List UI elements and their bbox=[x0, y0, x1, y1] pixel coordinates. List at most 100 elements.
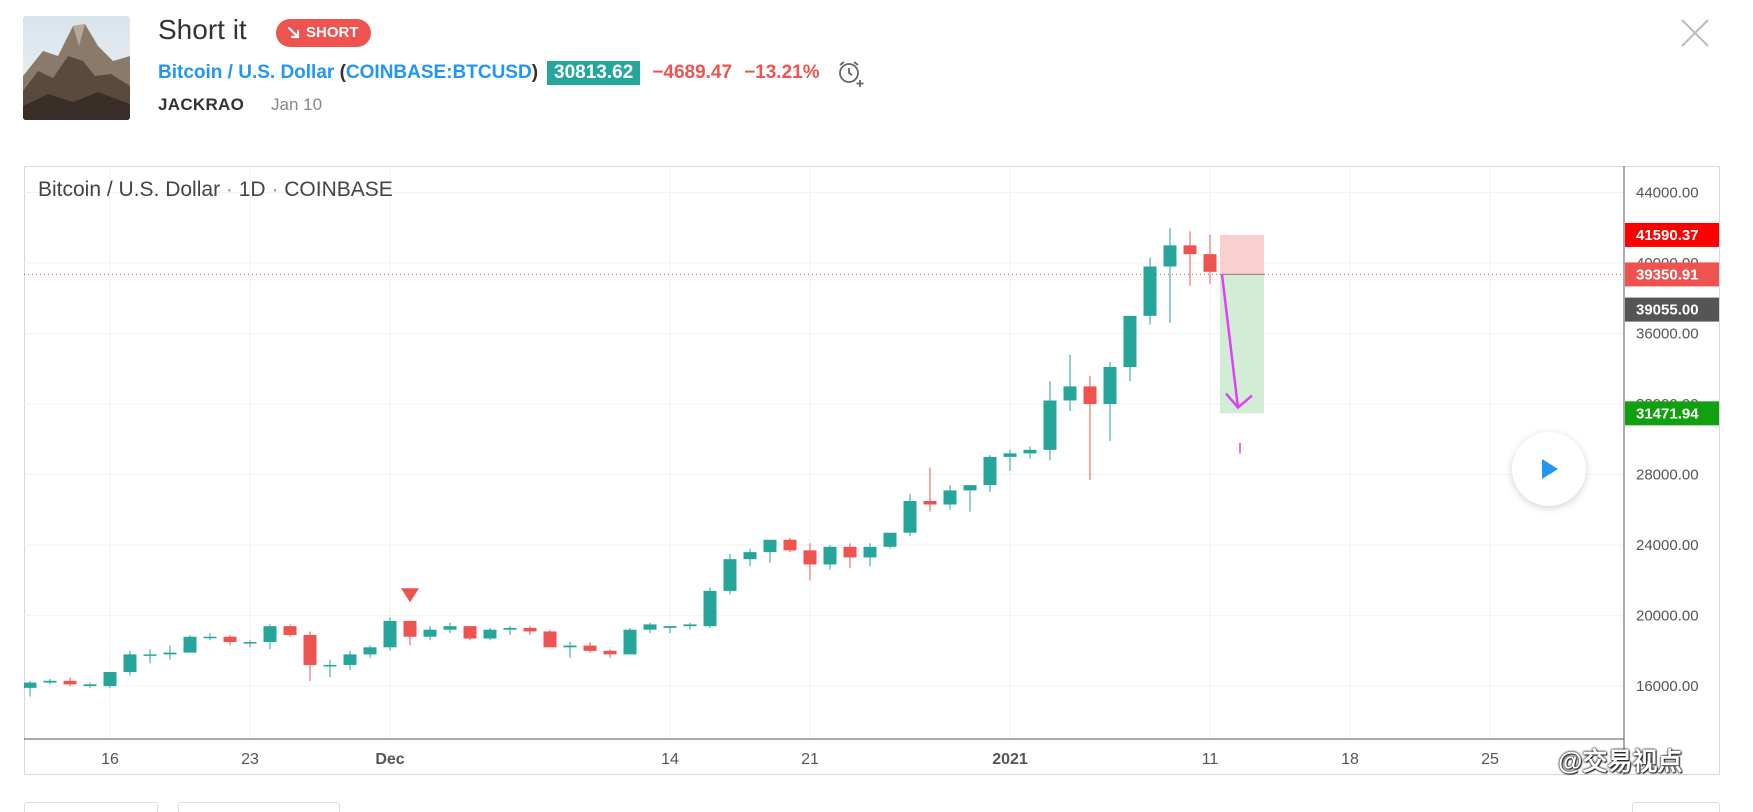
candle-down bbox=[223, 636, 237, 643]
candle-up bbox=[1043, 400, 1057, 450]
candle-down bbox=[1083, 386, 1097, 405]
short-badge: SHORT bbox=[276, 19, 371, 47]
entry-price-tag: 39350.91 bbox=[1636, 266, 1699, 283]
candle-down bbox=[583, 645, 597, 651]
symbol-row: Bitcoin / U.S. Dollar ( COINBASE:BTCUSD … bbox=[158, 58, 866, 88]
candle-up bbox=[723, 559, 737, 591]
projection-arrow bbox=[1220, 274, 1240, 408]
candle-up bbox=[823, 546, 837, 565]
symbol-ticker-link[interactable]: COINBASE:BTCUSD bbox=[345, 62, 532, 83]
candle-up bbox=[643, 624, 657, 630]
candle-down bbox=[1183, 245, 1197, 255]
legend-separator: · bbox=[271, 178, 285, 201]
candle-up bbox=[863, 546, 877, 558]
candle-up bbox=[423, 629, 437, 637]
badge-label: SHORT bbox=[306, 24, 359, 41]
candle-down bbox=[1203, 254, 1217, 272]
time-axis-label: 23 bbox=[241, 751, 259, 768]
candle-up bbox=[363, 647, 377, 655]
chart-legend: Bitcoin / U.S. Dollar · 1D · COINBASE bbox=[38, 178, 393, 202]
candle-down bbox=[783, 539, 797, 551]
paren-close: ) bbox=[531, 62, 539, 83]
candle-up bbox=[123, 654, 137, 673]
candle-up bbox=[383, 620, 397, 648]
candle-up bbox=[663, 626, 677, 628]
close-icon[interactable] bbox=[1680, 18, 1710, 48]
candle-down bbox=[63, 680, 77, 685]
short-signal-marker bbox=[401, 588, 419, 603]
candle-up bbox=[623, 629, 637, 655]
candle-up bbox=[83, 684, 97, 687]
play-button[interactable] bbox=[1512, 432, 1586, 506]
price-axis-label: 44000.00 bbox=[1636, 184, 1699, 201]
candle-down bbox=[923, 500, 937, 505]
candle-down bbox=[403, 620, 417, 637]
stop-price-tag-bg bbox=[1625, 222, 1719, 247]
entry-price-tag-bg bbox=[1625, 262, 1719, 287]
candle-up bbox=[1163, 245, 1177, 267]
author-avatar[interactable] bbox=[23, 16, 130, 120]
time-axis-label: 18 bbox=[1341, 751, 1359, 768]
bottom-tab[interactable] bbox=[24, 802, 158, 812]
time-axis-label: 21 bbox=[801, 751, 819, 768]
avatar-image bbox=[23, 16, 130, 120]
candle-up bbox=[24, 682, 37, 688]
candlestick-chart[interactable]: 44000.0040000.0036000.0032000.0028000.00… bbox=[24, 166, 1720, 775]
candle-up bbox=[1123, 315, 1137, 367]
candle-up bbox=[683, 624, 697, 627]
candle-down bbox=[843, 546, 857, 558]
candle-up bbox=[563, 645, 577, 648]
bottom-tab[interactable] bbox=[178, 802, 340, 812]
price-axis-label: 36000.00 bbox=[1636, 325, 1699, 342]
play-icon bbox=[1542, 459, 1558, 479]
candle-up bbox=[443, 626, 457, 630]
candle-up bbox=[203, 636, 217, 639]
arrow-down-right-icon bbox=[287, 26, 300, 39]
candle-up bbox=[983, 456, 997, 486]
candle-up bbox=[1063, 386, 1077, 401]
candle-up bbox=[243, 642, 257, 644]
candle-up bbox=[1143, 266, 1157, 316]
candle-up bbox=[903, 500, 917, 533]
current-price-tag: 39055.00 bbox=[1636, 302, 1699, 319]
symbol-name-link[interactable]: Bitcoin / U.S. Dollar bbox=[158, 62, 335, 83]
candle-up bbox=[263, 626, 277, 643]
time-axis-label: 2021 bbox=[992, 751, 1028, 768]
time-axis-label: 14 bbox=[661, 751, 679, 768]
candle-up bbox=[103, 672, 117, 687]
candle-up bbox=[183, 636, 197, 653]
stop-loss-zone bbox=[1220, 234, 1264, 275]
candle-up bbox=[763, 539, 777, 553]
current-price-tag-bg bbox=[1625, 297, 1719, 322]
candle-up bbox=[943, 490, 957, 505]
time-axis-label: 25 bbox=[1481, 751, 1499, 768]
price-change-percent: −13.21% bbox=[744, 62, 820, 83]
candle-down bbox=[543, 631, 557, 648]
projection-arrowhead bbox=[1225, 392, 1253, 410]
candle-down bbox=[463, 626, 477, 639]
price-change: −4689.47 bbox=[652, 62, 733, 83]
publish-date: Jan 10 bbox=[271, 95, 323, 114]
price-axis-label: 16000.00 bbox=[1636, 678, 1699, 695]
candle-up bbox=[343, 654, 357, 665]
legend-exchange: COINBASE bbox=[284, 178, 393, 201]
candle-up bbox=[323, 664, 337, 667]
stop-price-tag: 41590.37 bbox=[1636, 227, 1699, 244]
price-axis-label: 20000.00 bbox=[1636, 608, 1699, 625]
candle-up bbox=[883, 532, 897, 547]
alarm-add-icon[interactable] bbox=[836, 58, 866, 88]
time-axis-label: 16 bbox=[101, 751, 119, 768]
time-axis-label: 11 bbox=[1202, 751, 1219, 768]
target-price-tag: 31471.94 bbox=[1636, 405, 1699, 422]
legend-symbol: Bitcoin / U.S. Dollar bbox=[38, 178, 221, 201]
bottom-tab[interactable] bbox=[1632, 802, 1720, 812]
candle-down bbox=[303, 634, 317, 665]
candle-up bbox=[1103, 366, 1117, 405]
candle-down bbox=[283, 626, 297, 635]
candle-up bbox=[163, 652, 177, 655]
author-name[interactable]: JACKRAO bbox=[158, 95, 245, 114]
chart-container[interactable] bbox=[24, 166, 1720, 775]
target-price-tag-bg bbox=[1625, 401, 1719, 426]
watermark: @交易视点 bbox=[1558, 748, 1683, 776]
time-axis-label: Dec bbox=[375, 751, 404, 768]
